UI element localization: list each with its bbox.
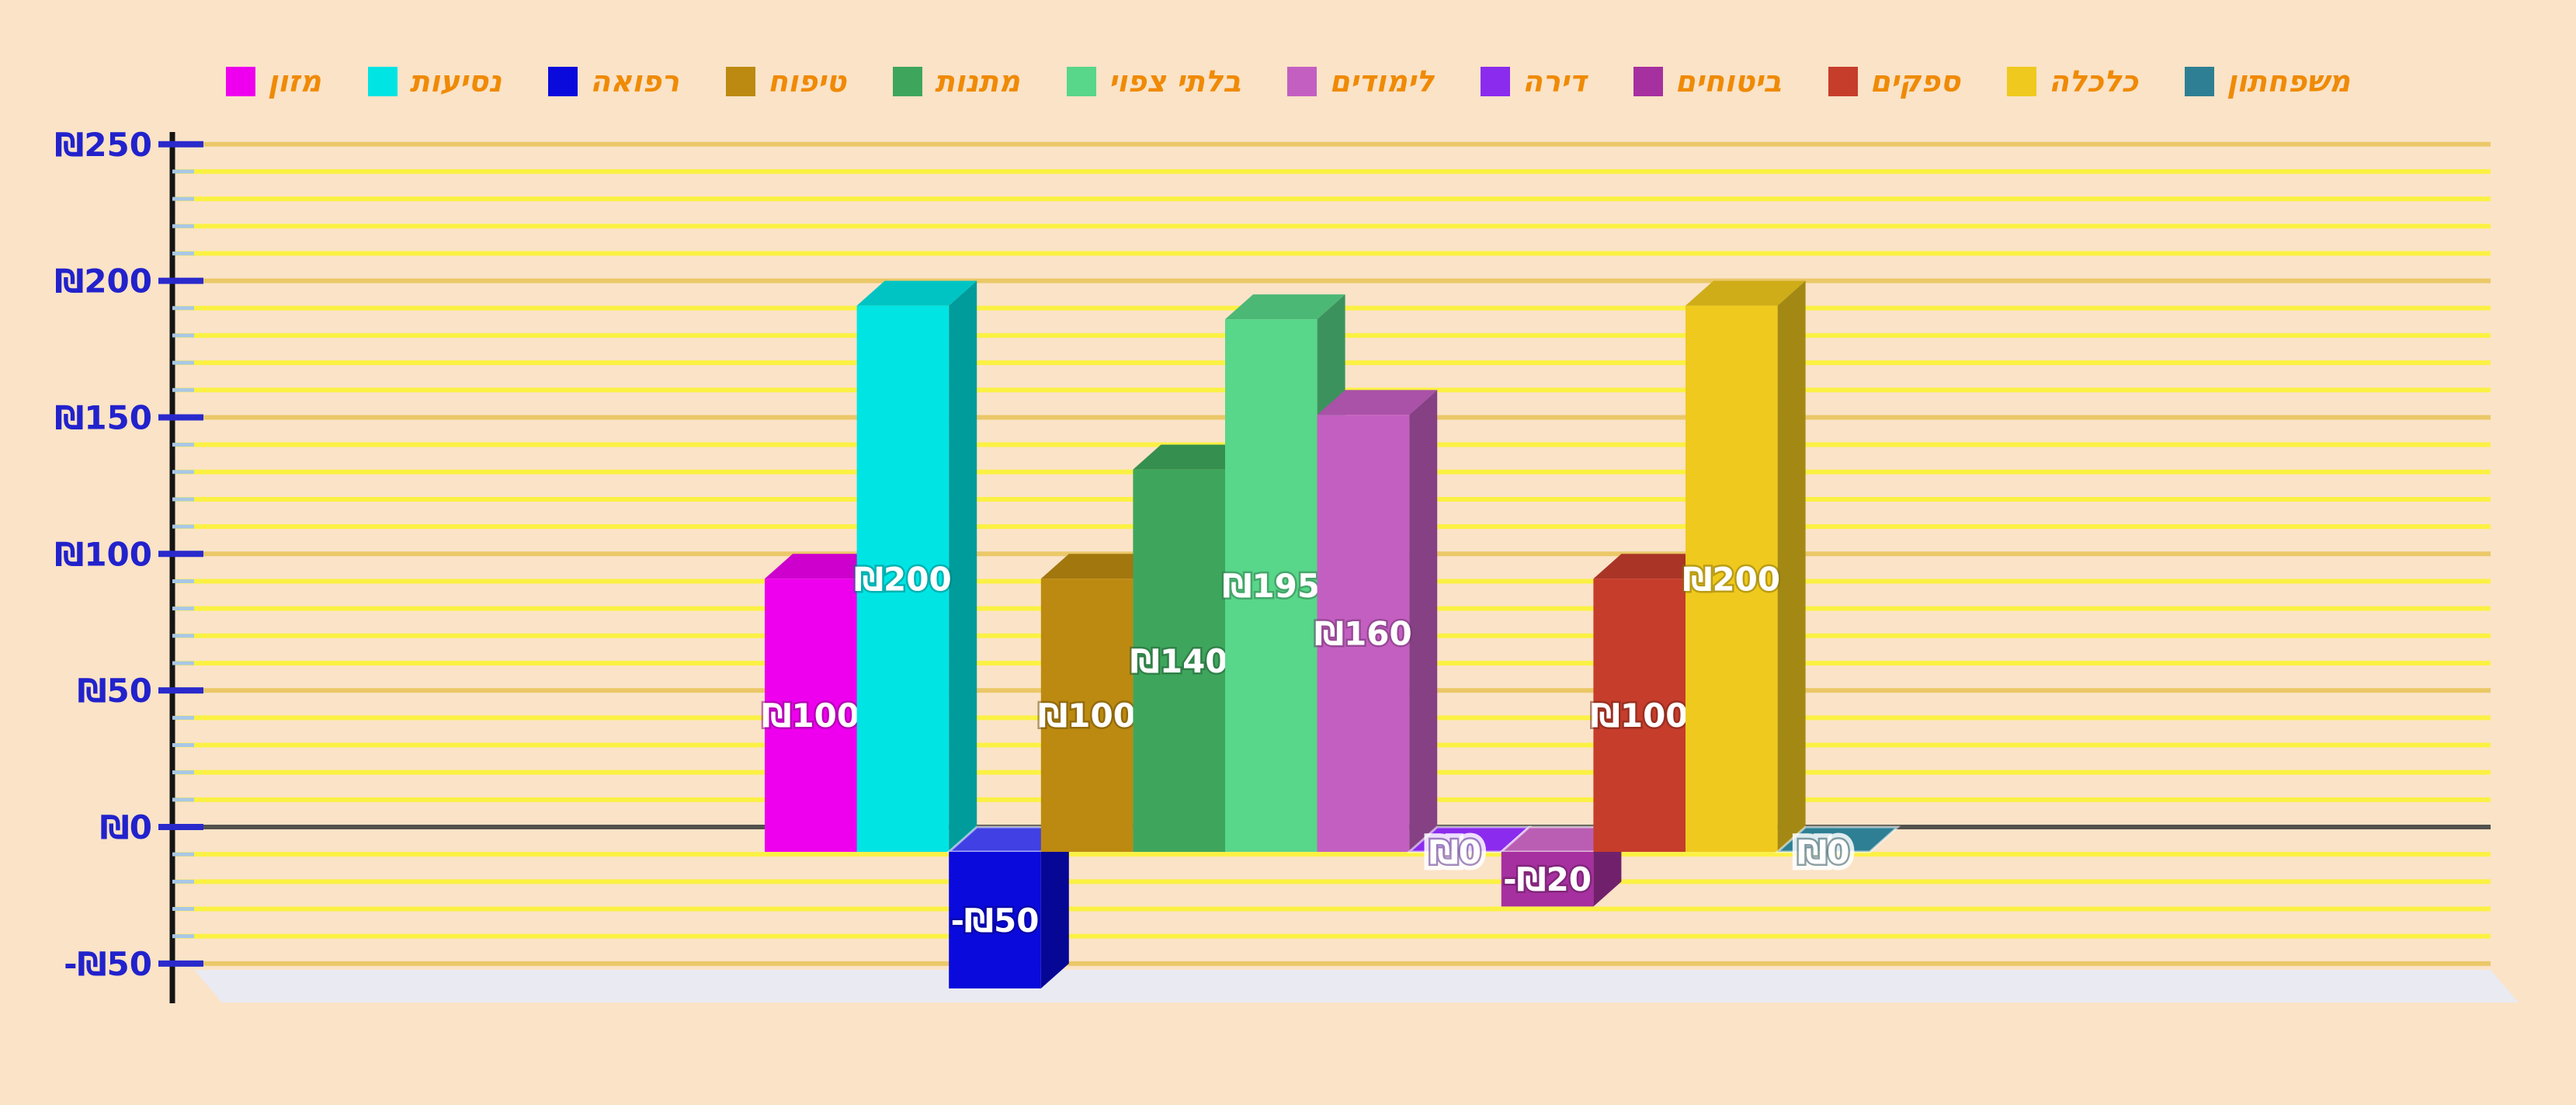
bar-suppliers[interactable] bbox=[1593, 579, 1686, 852]
y-axis-tick-label: ₪50 bbox=[78, 672, 152, 710]
bar-side-face-studies[interactable] bbox=[1409, 390, 1438, 852]
legend-item-groceries[interactable]: כלכלה bbox=[2006, 64, 2139, 99]
legend-swatch-icon bbox=[1066, 67, 1096, 96]
bar-grooming[interactable] bbox=[1040, 579, 1134, 852]
bar-top-face-daycare[interactable] bbox=[1774, 825, 1901, 853]
legend-item-label: טיפוח bbox=[767, 64, 847, 99]
bar-value-label-food: ₪100 bbox=[762, 697, 859, 735]
legend-item-studies[interactable]: לימודים bbox=[1287, 67, 1434, 96]
legend-item-label: נסיעות bbox=[409, 64, 502, 99]
legend-swatch-icon bbox=[725, 67, 755, 96]
bar-value-label-studies: ₪160 bbox=[1314, 615, 1412, 653]
legend-swatch-icon bbox=[225, 67, 255, 96]
chart-floor bbox=[194, 970, 2519, 1002]
legend-item-medicine[interactable]: רפואה bbox=[548, 67, 679, 96]
legend-item-label: כלכלה bbox=[2048, 64, 2139, 99]
bar-top-face-suppliers[interactable] bbox=[1593, 554, 1713, 579]
legend-item-travel[interactable]: נסיעות bbox=[367, 64, 502, 99]
legend-swatch-icon bbox=[1287, 67, 1318, 96]
y-axis-tick-label: ₪200 bbox=[54, 262, 152, 301]
y-axis-tick-label: -₪50 bbox=[64, 945, 152, 983]
bar-top-face-grooming[interactable] bbox=[1040, 554, 1161, 579]
y-axis-tick-label: ₪100 bbox=[54, 535, 152, 573]
bar-value-label-unexpected: ₪195 bbox=[1222, 567, 1320, 605]
bar-value-glow: ₪0 bbox=[1797, 833, 1849, 871]
legend-item-label: לימודים bbox=[1329, 64, 1434, 99]
legend-item-suppliers[interactable]: ספקים bbox=[1828, 67, 1960, 96]
legend-item-insurance[interactable]: ביטוחים bbox=[1633, 67, 1782, 96]
bar-top-face-studies[interactable] bbox=[1317, 390, 1438, 415]
legend-swatch-icon bbox=[1633, 67, 1663, 96]
bar-studies[interactable] bbox=[1317, 415, 1410, 852]
legend-item-unexpected[interactable]: בלתי צפוי bbox=[1066, 64, 1241, 99]
bar-value-label-travel: ₪200 bbox=[854, 560, 952, 598]
bar-top-face-travel[interactable] bbox=[856, 280, 977, 306]
bar-value-label-insurance: -₪20 bbox=[1503, 860, 1592, 898]
bar-insurance[interactable] bbox=[1501, 852, 1594, 907]
bar-value-label-gifts: ₪140 bbox=[1130, 642, 1228, 680]
y-axis-tick-label: ₪150 bbox=[54, 398, 152, 436]
legend-swatch-icon bbox=[2185, 67, 2215, 96]
y-axis-tick-label: ₪250 bbox=[54, 126, 152, 164]
bar-value-label-suppliers: ₪100 bbox=[1591, 697, 1689, 735]
legend-swatch-icon bbox=[893, 67, 923, 96]
y-axis-tick-label: ₪0 bbox=[100, 808, 152, 846]
legend-item-gifts[interactable]: מתנות bbox=[893, 67, 1020, 96]
legend-item-grooming[interactable]: טיפוח bbox=[725, 64, 847, 99]
legend-item-label: בלתי צפוי bbox=[1108, 64, 1241, 99]
bar-gifts[interactable] bbox=[1133, 469, 1225, 852]
bar-top-face-gifts[interactable] bbox=[1133, 444, 1253, 470]
bar-medicine[interactable] bbox=[949, 852, 1041, 989]
legend-swatch-icon bbox=[2006, 67, 2036, 96]
bar-side-face-travel[interactable] bbox=[949, 280, 977, 853]
legend-item-label: רפואה bbox=[590, 64, 679, 99]
bar-groceries[interactable] bbox=[1686, 305, 1778, 853]
bar-food[interactable] bbox=[765, 579, 857, 852]
bar-value-label-daycare: ₪0 bbox=[1797, 833, 1849, 871]
legend-swatch-icon bbox=[548, 67, 578, 96]
chart-legend: מזון נסיעות רפואה טיפוח מתנות בלתי צפוי לימודי… bbox=[31, 67, 2545, 96]
bar-value-label-medicine: -₪50 bbox=[951, 902, 1040, 940]
legend-item-label: מתנות bbox=[935, 64, 1020, 99]
bar-side-face-groceries[interactable] bbox=[1777, 280, 1806, 853]
legend-item-apartment[interactable]: דירה bbox=[1481, 67, 1587, 96]
legend-item-food[interactable]: מזון bbox=[225, 64, 321, 99]
legend-item-label: מזון bbox=[267, 64, 321, 99]
bar-unexpected[interactable] bbox=[1225, 319, 1318, 852]
legend-item-label: משפחתון bbox=[2227, 64, 2351, 99]
legend-item-label: ביטוחים bbox=[1675, 64, 1782, 99]
bar-value-glow: ₪0 bbox=[1429, 833, 1481, 871]
bar-value-label-apartment: ₪0 bbox=[1429, 833, 1481, 871]
bar-top-face-groceries[interactable] bbox=[1686, 280, 1806, 306]
legend-swatch-icon bbox=[1481, 67, 1510, 96]
bar-value-label-grooming: ₪100 bbox=[1038, 697, 1136, 735]
bar-value-label-groceries: ₪200 bbox=[1682, 560, 1780, 598]
legend-swatch-icon bbox=[1828, 67, 1858, 96]
legend-item-daycare[interactable]: משפחתון bbox=[2185, 67, 2350, 96]
legend-swatch-icon bbox=[367, 67, 398, 96]
bar-top-face-food[interactable] bbox=[765, 554, 885, 579]
bar-travel[interactable] bbox=[856, 305, 950, 853]
legend-item-label: ספקים bbox=[1870, 64, 1960, 99]
bar-top-face-unexpected[interactable] bbox=[1225, 294, 1345, 320]
legend-item-label: דירה bbox=[1522, 64, 1587, 99]
bar-side-face-medicine[interactable] bbox=[1040, 827, 1069, 989]
